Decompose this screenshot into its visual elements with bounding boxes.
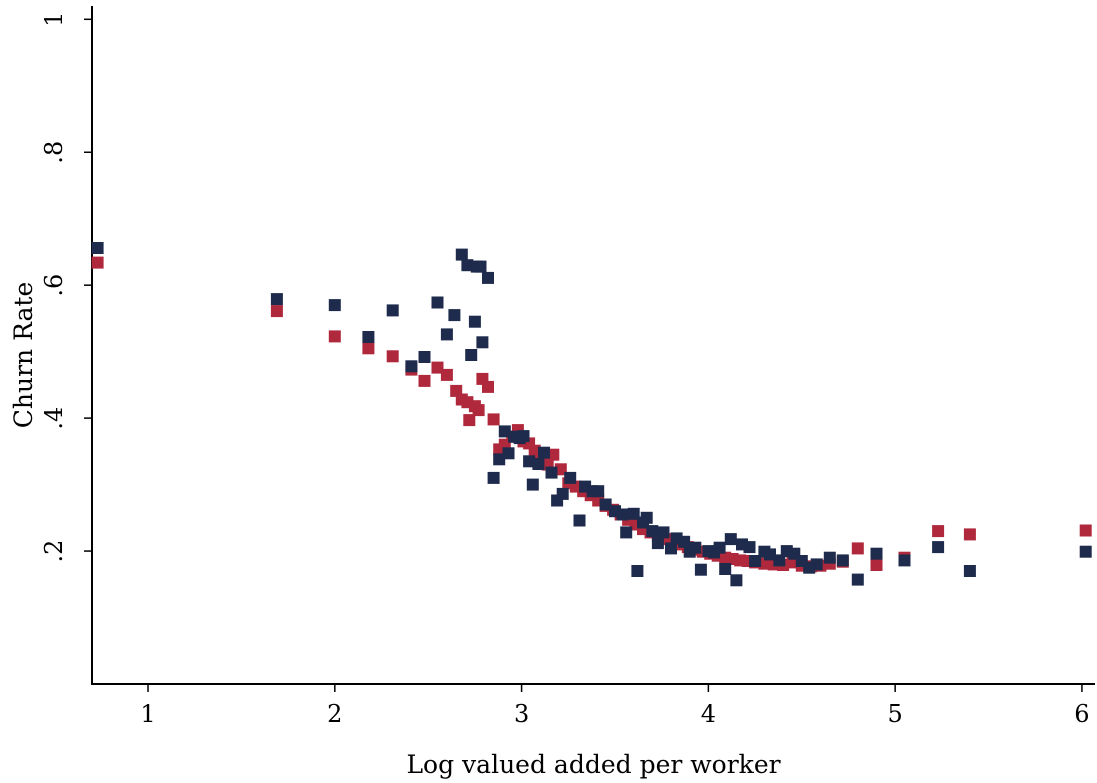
data-point-series-2: [773, 554, 786, 567]
data-point-series-2: [474, 260, 487, 273]
data-point-series-2: [810, 558, 823, 571]
data-point-series-1: [418, 374, 431, 387]
data-point-series-1: [482, 380, 494, 393]
data-point-series-1: [472, 404, 485, 417]
data-point-series-2: [823, 551, 836, 564]
data-point-series-2: [465, 349, 478, 361]
x-tick-label: 3: [514, 700, 529, 728]
data-point-series-1: [431, 361, 444, 374]
data-point-series-2: [556, 487, 569, 500]
data-point-series-2: [1079, 545, 1092, 558]
data-point-series-2: [517, 430, 530, 443]
y-axis-ticks: .2 .4 .6 .8 1: [40, 12, 92, 563]
data-point-series-2: [545, 466, 558, 479]
data-point-series-1: [463, 414, 476, 427]
data-point-series-2: [719, 563, 732, 575]
data-point-series-2: [405, 360, 418, 373]
data-point-series-2: [730, 574, 743, 587]
x-tick-label: 1: [140, 700, 155, 728]
data-point-series-2: [448, 309, 461, 322]
x-axis-title: Log valued added per worker: [406, 750, 780, 779]
data-point-series-2: [386, 304, 399, 317]
data-point-series-1: [440, 368, 453, 381]
data-point-series-2: [573, 514, 586, 527]
data-point-series-1: [851, 542, 864, 555]
data-point-series-2: [270, 293, 283, 306]
data-point-series-2: [440, 328, 453, 341]
data-point-series-2: [493, 453, 506, 466]
y-tick-label: 1: [40, 12, 68, 27]
data-point-series-2: [640, 511, 653, 524]
data-point-series-2: [523, 455, 536, 468]
data-point-series-1: [487, 413, 500, 426]
data-point-series-2: [498, 425, 511, 438]
data-point-series-1: [91, 256, 104, 269]
data-point-series-2: [532, 458, 545, 470]
data-point-series-2: [743, 541, 756, 554]
data-point-series-1: [870, 559, 883, 571]
data-point-series-1: [362, 342, 375, 355]
data-point-series-2: [724, 533, 737, 546]
data-point-series-2: [932, 541, 945, 554]
axes: [91, 6, 1095, 685]
data-point-series-1: [328, 330, 341, 343]
data-point-series-2: [502, 447, 515, 460]
x-tick-label: 4: [701, 700, 716, 728]
y-axis-title: Churn Rate: [9, 282, 38, 428]
data-point-series-1: [963, 528, 976, 541]
data-point-series-1: [547, 448, 560, 461]
data-point-series-2: [836, 554, 849, 567]
data-point-series-2: [592, 485, 605, 498]
data-point-series-1: [554, 463, 567, 476]
data-point-series-2: [678, 535, 691, 548]
data-point-series-1: [1079, 524, 1092, 537]
data-point-series-2: [526, 478, 539, 491]
data-point-series-2: [482, 271, 494, 284]
data-point-series-2: [713, 541, 726, 554]
data-point-series-2: [963, 565, 976, 577]
data-point-series-1: [932, 525, 945, 538]
x-tick-label: 5: [888, 700, 903, 728]
y-tick-label: .8: [40, 141, 68, 164]
y-tick-label: .6: [40, 274, 68, 297]
data-point-series-2: [749, 555, 762, 567]
data-point-series-2: [616, 508, 629, 521]
data-point-series-2: [538, 446, 550, 459]
data-point-series-2: [431, 296, 444, 309]
data-point-series-1: [386, 350, 399, 363]
data-point-series-2: [328, 299, 341, 312]
data-point-series-2: [487, 471, 500, 484]
data-point-series-2: [599, 498, 612, 511]
data-point-series-2: [851, 573, 864, 586]
y-tick-label: .2: [40, 540, 68, 563]
data-point-series-2: [461, 259, 474, 272]
data-point-series-1: [270, 305, 283, 318]
data-point-series-2: [631, 565, 644, 577]
data-point-series-2: [418, 351, 431, 363]
y-tick-label: .4: [40, 407, 68, 430]
data-point-series-2: [898, 554, 911, 567]
data-points: [91, 242, 1092, 587]
data-point-series-2: [91, 242, 104, 254]
data-point-series-1: [758, 557, 771, 570]
x-tick-label: 2: [327, 700, 342, 728]
data-point-series-2: [620, 526, 633, 539]
x-axis-ticks: 1 2 3 4 5 6: [140, 684, 1090, 728]
data-point-series-2: [646, 525, 659, 538]
data-point-series-2: [651, 537, 664, 550]
data-point-series-2: [564, 471, 577, 484]
data-point-series-2: [665, 542, 677, 555]
data-point-series-2: [694, 563, 707, 576]
x-tick-label: 6: [1074, 700, 1089, 728]
data-point-series-2: [468, 315, 481, 328]
data-point-series-2: [764, 548, 776, 561]
data-point-series-2: [627, 507, 640, 520]
data-point-series-2: [362, 331, 375, 343]
data-point-series-2: [657, 526, 670, 539]
data-point-series-2: [689, 541, 702, 554]
data-point-series-2: [476, 336, 489, 349]
data-point-series-2: [455, 248, 468, 261]
data-point-series-2: [870, 547, 883, 560]
